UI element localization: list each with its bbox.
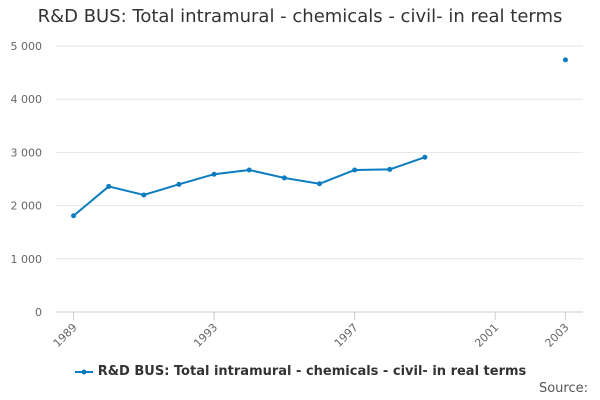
y-tick-label: 3 000 — [11, 146, 43, 159]
y-tick-label: 5 000 — [11, 40, 43, 53]
x-tick-label: 1997 — [332, 321, 361, 350]
x-tick-label: 1989 — [51, 321, 80, 350]
grid-lines — [56, 45, 583, 313]
x-tick-label: 2001 — [472, 321, 501, 350]
series-layer — [71, 57, 568, 219]
data-point[interactable] — [387, 166, 393, 172]
chart-title: R&D BUS: Total intramural - chemicals - … — [37, 6, 563, 27]
legend-label: R&D BUS: Total intramural - chemicals - … — [97, 364, 527, 379]
source-label: Source: — [538, 381, 588, 396]
x-tick-label: 2003 — [543, 321, 572, 350]
legend-line-symbol — [74, 369, 93, 374]
y-tick-label: 0 — [35, 306, 42, 319]
data-point[interactable] — [317, 181, 322, 187]
y-tick-label: 2 000 — [11, 200, 43, 213]
data-point[interactable] — [71, 213, 77, 219]
data-point[interactable] — [422, 154, 428, 160]
data-point[interactable] — [211, 171, 217, 177]
y-tick-label: 1 000 — [11, 253, 43, 266]
data-point[interactable] — [352, 167, 358, 173]
data-point[interactable] — [246, 167, 252, 173]
data-point[interactable] — [562, 57, 568, 63]
y-tick-label: 4 000 — [11, 93, 43, 106]
y-axis-ticks: 0 1 000 2 000 3 000 4 000 5 000 — [11, 40, 43, 319]
data-point[interactable] — [141, 192, 147, 198]
legend[interactable]: R&D BUS: Total intramural - chemicals - … — [0, 364, 600, 379]
data-point[interactable] — [106, 183, 112, 189]
series-line — [72, 156, 426, 217]
x-tick-label: 1993 — [191, 321, 220, 350]
data-point[interactable] — [281, 175, 287, 181]
data-point[interactable] — [176, 181, 182, 187]
x-axis-ticks: 1989 1993 1997 2001 2003 — [51, 312, 572, 350]
